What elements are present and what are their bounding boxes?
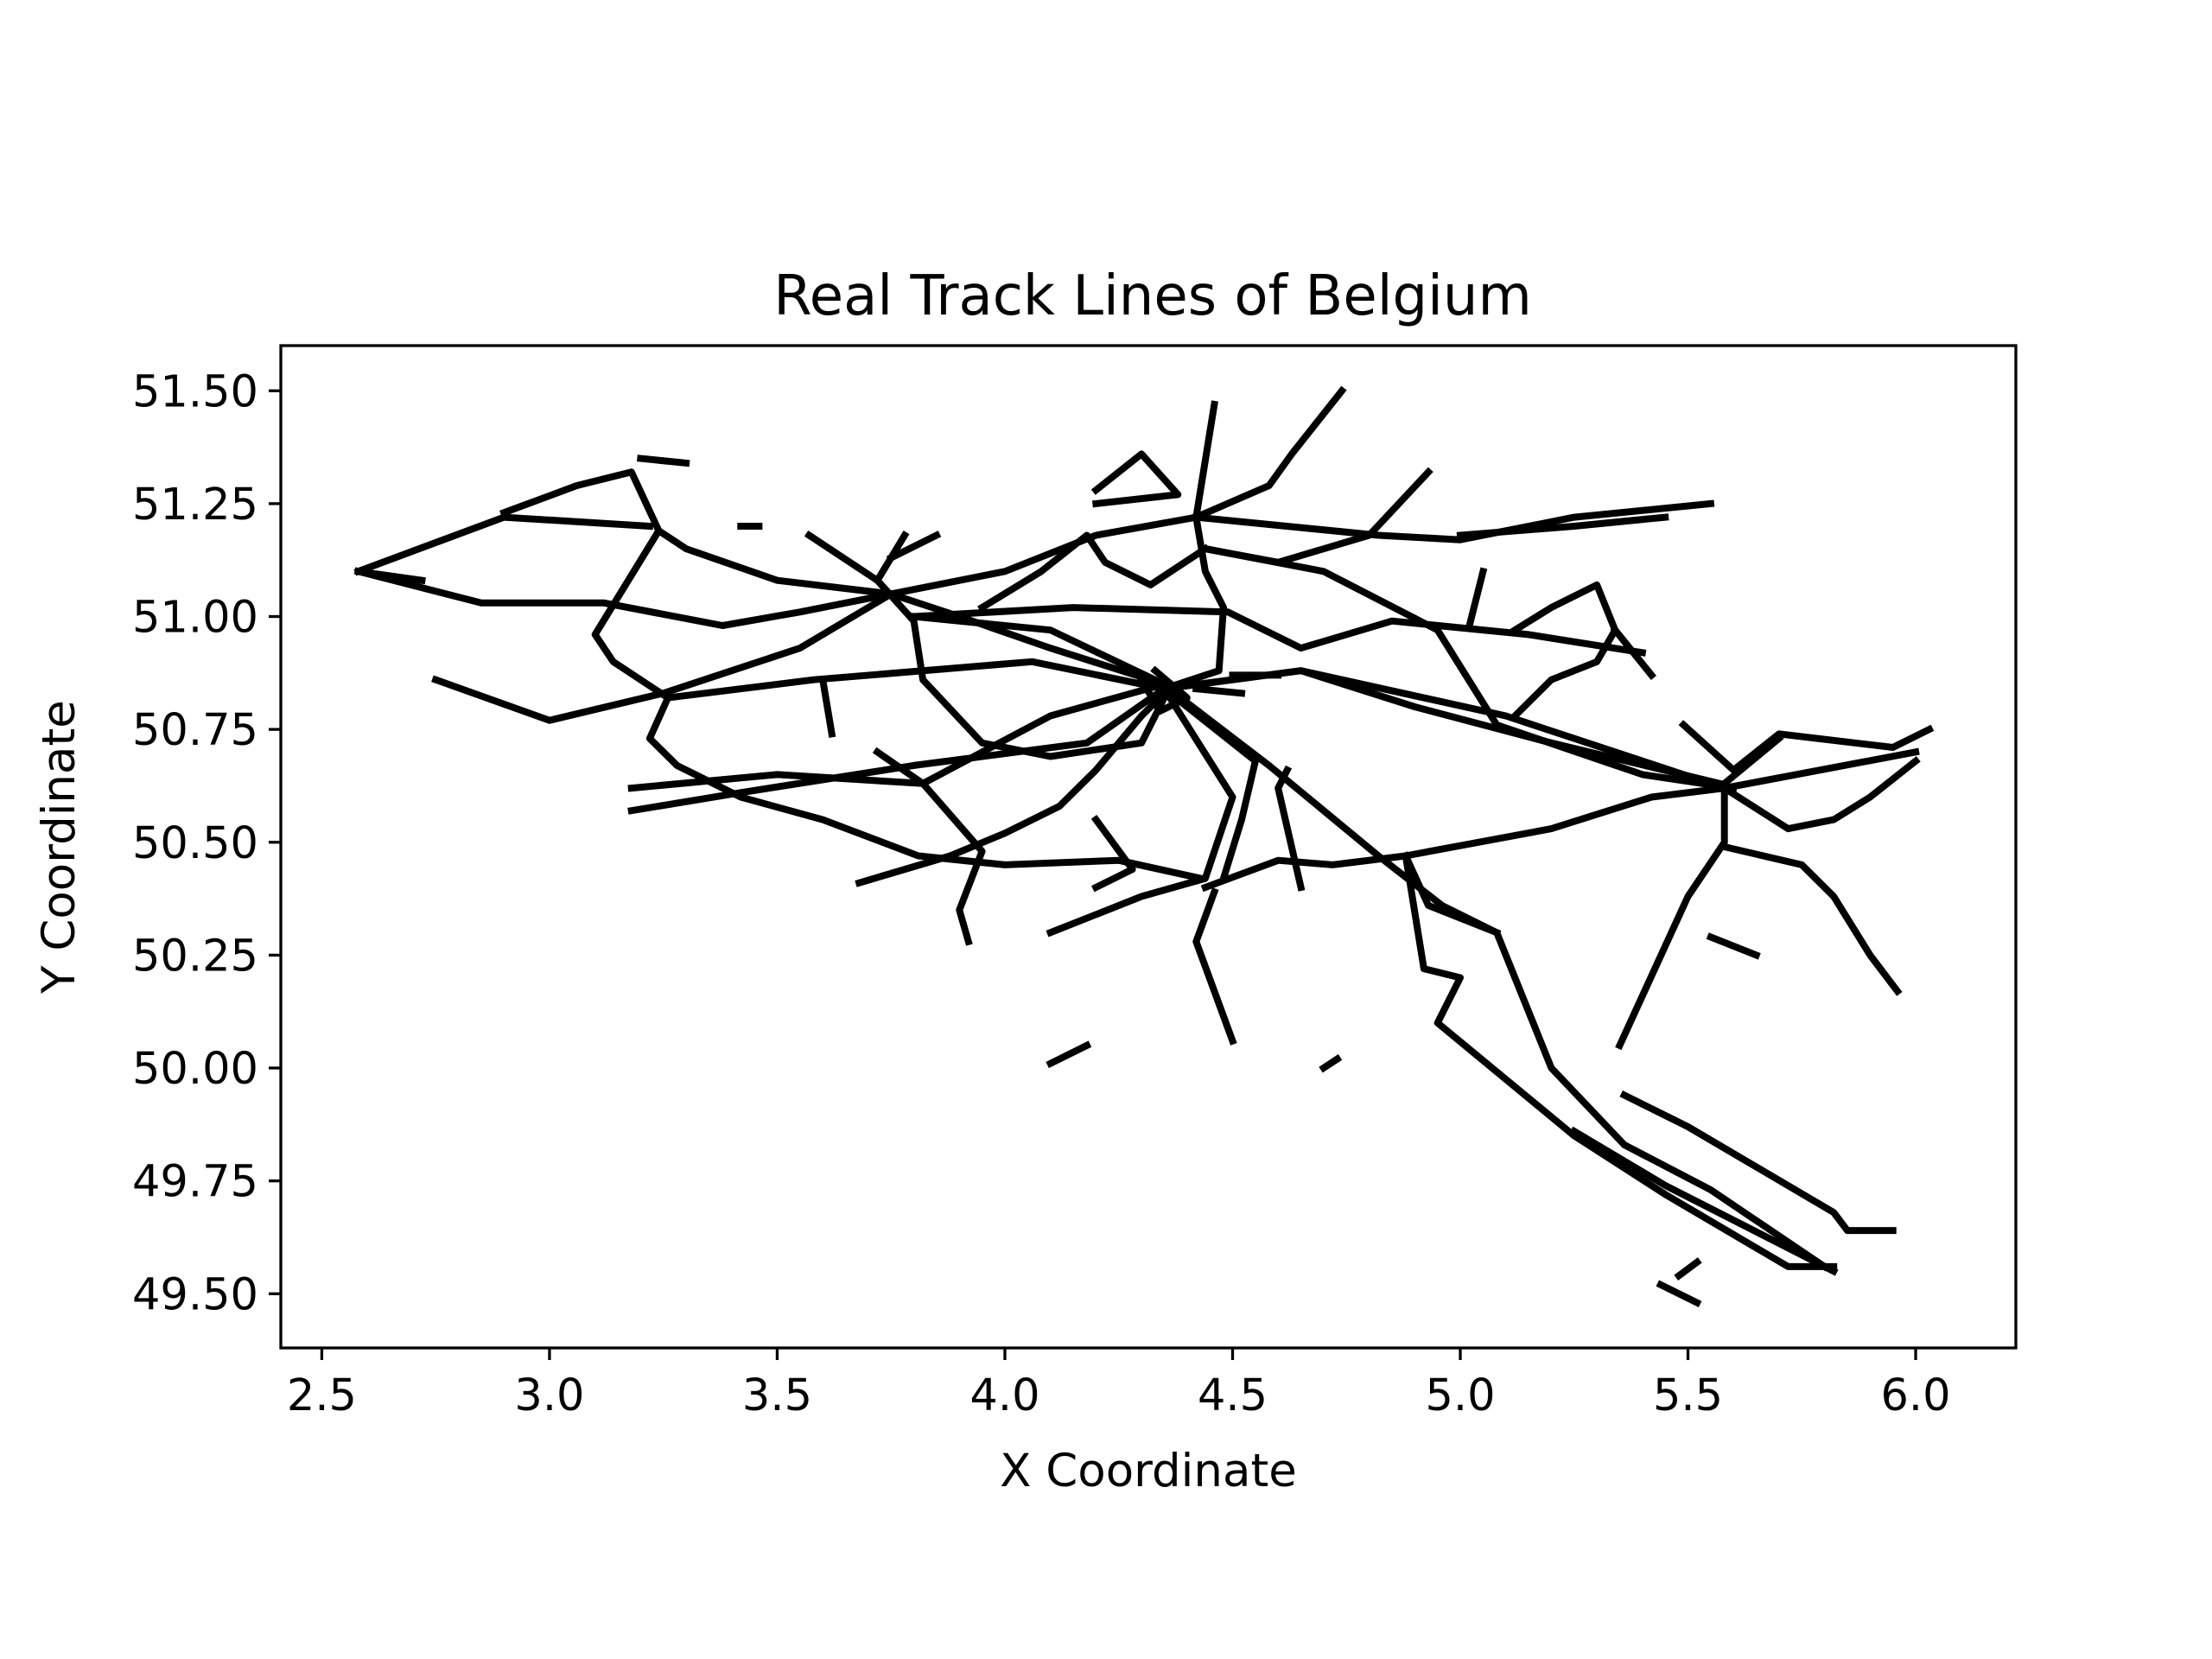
track-line-15 bbox=[872, 747, 986, 946]
x-axis-ticks: 2.5 3.0 3.5 4.0 4.5 5.0 5.5 6.0 bbox=[287, 1348, 1951, 1421]
track-line-55 bbox=[1192, 684, 1246, 697]
track-line-46 bbox=[818, 676, 836, 739]
track-line-41 bbox=[1046, 1040, 1092, 1069]
track-line-47 bbox=[1465, 567, 1488, 630]
track-line-2 bbox=[354, 567, 426, 585]
track-line-40 bbox=[1706, 932, 1761, 960]
track-line-34 bbox=[1678, 720, 1935, 774]
track-line-38 bbox=[1619, 1090, 1897, 1235]
track-line-9 bbox=[645, 693, 1205, 883]
track-line-37 bbox=[1610, 625, 1657, 681]
track-line-31 bbox=[1615, 733, 1784, 1051]
y-axis-label: Y Coordinate bbox=[33, 700, 86, 995]
x-tick-label: 3.0 bbox=[514, 1370, 584, 1421]
track-line-30 bbox=[1401, 851, 1502, 938]
track-line-52 bbox=[1090, 450, 1182, 508]
track-line-16 bbox=[1159, 683, 1259, 883]
track-line-28 bbox=[1200, 747, 1920, 893]
track-line-1 bbox=[353, 567, 895, 629]
x-tick-label: 6.0 bbox=[1880, 1370, 1950, 1421]
track-line-43 bbox=[1656, 1280, 1702, 1308]
y-tick-label: 49.50 bbox=[132, 1269, 258, 1320]
track-line-44 bbox=[1674, 1257, 1702, 1281]
track-line-32 bbox=[1719, 842, 1903, 996]
track-line-14 bbox=[910, 604, 1647, 657]
track-line-36 bbox=[1456, 513, 1669, 539]
track-line-22 bbox=[1192, 400, 1218, 522]
track-line-24 bbox=[1192, 499, 1715, 543]
track-line-7 bbox=[627, 683, 1169, 815]
track-line-26 bbox=[1201, 544, 1738, 792]
track-line-42 bbox=[1319, 1054, 1343, 1073]
x-tick-label: 5.0 bbox=[1425, 1370, 1495, 1421]
track-lines-layer bbox=[353, 385, 1935, 1308]
track-line-54 bbox=[1136, 665, 1191, 715]
y-tick-label: 50.75 bbox=[132, 705, 258, 756]
y-axis-ticks: 49.50 49.75 50.00 50.25 50.50 50.75 51.00 51.25… bbox=[132, 366, 281, 1320]
track-line-27 bbox=[977, 531, 1211, 613]
x-tick-label: 4.5 bbox=[1198, 1370, 1268, 1421]
track-line-49 bbox=[1274, 765, 1306, 892]
y-tick-label: 51.25 bbox=[132, 480, 258, 531]
y-tick-label: 49.75 bbox=[132, 1157, 258, 1208]
x-tick-label: 3.5 bbox=[742, 1370, 812, 1421]
track-line-39 bbox=[1569, 1126, 1839, 1276]
track-line-33 bbox=[1719, 756, 1921, 833]
x-tick-label: 2.5 bbox=[287, 1370, 357, 1421]
track-line-10 bbox=[855, 683, 1174, 887]
track-line-13 bbox=[910, 613, 1169, 690]
track-line-19 bbox=[1046, 683, 1236, 938]
plot-area-frame bbox=[279, 344, 2018, 1350]
track-line-53 bbox=[886, 531, 942, 563]
track-line-11 bbox=[804, 530, 1174, 760]
x-tick-label: 4.0 bbox=[969, 1370, 1039, 1421]
y-tick-label: 50.25 bbox=[132, 931, 258, 982]
track-line-29 bbox=[1402, 851, 1838, 1270]
track-line-48 bbox=[1090, 815, 1136, 893]
chart-title: Real Track Lines of Belgium bbox=[773, 264, 1532, 328]
track-line-0 bbox=[353, 513, 654, 576]
y-tick-label: 50.00 bbox=[132, 1044, 258, 1095]
track-line-23 bbox=[1192, 385, 1347, 522]
x-tick-label: 5.5 bbox=[1653, 1370, 1723, 1421]
x-axis-label: X Coordinate bbox=[1000, 1445, 1297, 1497]
track-line-50 bbox=[1192, 887, 1237, 1046]
y-tick-label: 50.50 bbox=[132, 818, 258, 869]
y-tick-label: 51.50 bbox=[132, 366, 258, 417]
track-line-51 bbox=[637, 454, 690, 467]
y-tick-label: 51.00 bbox=[132, 593, 258, 644]
